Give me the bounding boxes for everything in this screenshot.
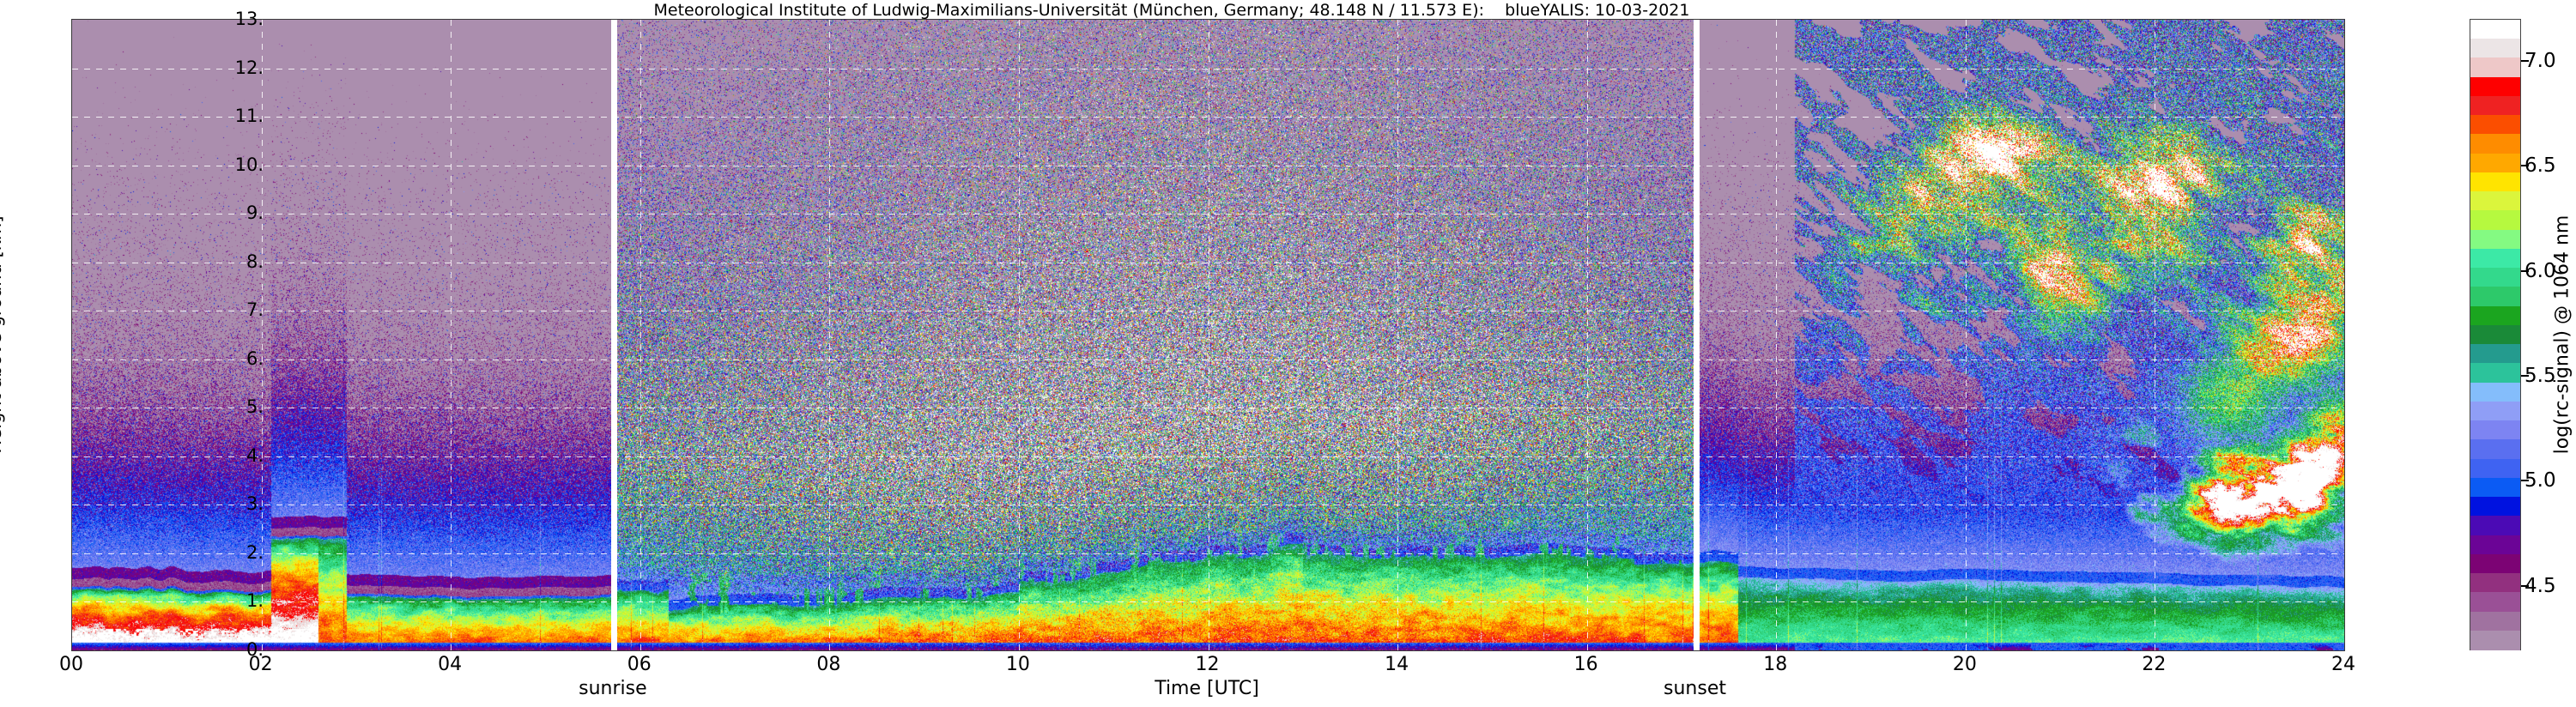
colorbar-band xyxy=(2470,305,2520,326)
colorbar-label: log(rc-signal) @ 1064 nm xyxy=(2551,215,2573,455)
colorbar-band xyxy=(2470,477,2520,498)
lidar-quicklook-plot xyxy=(71,19,2345,651)
colorbar-band xyxy=(2470,324,2520,345)
colorbar-band xyxy=(2470,553,2520,574)
colorbar-band xyxy=(2470,516,2520,536)
colorbar-band xyxy=(2470,95,2520,116)
colorbar-tick-label: 4.5 xyxy=(2524,574,2556,597)
colorbar-band xyxy=(2470,115,2520,136)
y-tick-label: 3. xyxy=(245,493,264,515)
y-tick-label: 11. xyxy=(234,106,264,127)
x-tick-label: 08 xyxy=(816,654,841,675)
colorbar-band xyxy=(2470,592,2520,613)
daylight-marker-sunrise xyxy=(610,20,617,650)
heatmap-canvas xyxy=(72,20,2344,650)
colorbar: 7.0 6.5 6.0 5.5 5.0 4.5 xyxy=(2470,19,2556,650)
colorbar-band xyxy=(2470,420,2520,440)
x-tick-label: 22 xyxy=(2142,654,2167,675)
colorbar-tick-mark xyxy=(2521,374,2529,377)
x-tick-label: 14 xyxy=(1385,654,1409,675)
x-tick-label: 04 xyxy=(438,654,463,675)
x-tick-label: 18 xyxy=(1763,654,1788,675)
colorbar-band xyxy=(2470,535,2520,555)
colorbar-tick-mark xyxy=(2521,165,2529,167)
colorbar-band xyxy=(2470,611,2520,631)
y-tick-label: 10. xyxy=(234,154,264,175)
colorbar-band xyxy=(2470,458,2520,479)
colorbar-band xyxy=(2470,363,2520,384)
colorbar-band xyxy=(2470,57,2520,78)
x-tick-label: 12 xyxy=(1195,654,1220,675)
daylight-marker-sunset xyxy=(1693,20,1700,650)
y-tick-label: 6. xyxy=(245,347,264,369)
colorbar-band xyxy=(2470,39,2520,59)
y-axis-label: Height above ground [km] xyxy=(0,215,5,454)
colorbar-band xyxy=(2470,344,2520,364)
colorbar-band xyxy=(2470,20,2520,39)
colorbar-band xyxy=(2470,76,2520,97)
x-tick-label: 24 xyxy=(2331,654,2355,675)
colorbar-band xyxy=(2470,497,2520,517)
colorbar-band xyxy=(2470,401,2520,421)
colorbar-gradient xyxy=(2470,19,2521,650)
colorbar-tick-label: 6.0 xyxy=(2524,259,2556,282)
y-tick-label: 2. xyxy=(245,541,264,563)
y-tick-label: 4. xyxy=(245,444,264,466)
y-tick-label: 8. xyxy=(245,251,264,272)
colorbar-tick-mark xyxy=(2521,59,2529,62)
page-title: Meteorological Institute of Ludwig-Maxim… xyxy=(653,1,1690,20)
colorbar-band xyxy=(2470,229,2520,250)
colorbar-tick-label: 5.0 xyxy=(2524,469,2556,492)
y-tick-label: 12. xyxy=(234,57,264,78)
colorbar-band xyxy=(2470,210,2520,231)
y-tick-label: 1. xyxy=(245,590,264,612)
colorbar-band xyxy=(2470,573,2520,593)
colorbar-band xyxy=(2470,248,2520,269)
colorbar-tick-mark xyxy=(2521,269,2529,272)
colorbar-tick-label: 5.5 xyxy=(2524,364,2556,387)
colorbar-band xyxy=(2470,382,2520,402)
colorbar-band xyxy=(2470,153,2520,173)
colorbar-band xyxy=(2470,287,2520,307)
colorbar-band xyxy=(2470,268,2520,287)
y-tick-label: 5. xyxy=(245,396,264,418)
y-tick-label: 13. xyxy=(234,9,264,29)
x-tick-label: 02 xyxy=(248,654,273,675)
colorbar-band xyxy=(2470,172,2520,192)
x-tick-label: 00 xyxy=(59,654,83,675)
colorbar-tick-mark xyxy=(2521,584,2529,587)
colorbar-band xyxy=(2470,439,2520,460)
x-tick-label: 10 xyxy=(1005,654,1030,675)
y-tick-label: 0. xyxy=(245,639,264,660)
y-tick-label: 7. xyxy=(245,299,264,321)
colorbar-band xyxy=(2470,630,2520,650)
colorbar-band xyxy=(2470,191,2520,211)
x-tick-label: 20 xyxy=(1952,654,1977,675)
x-tick-label: 16 xyxy=(1573,654,1598,675)
x-axis-event-sunrise: sunrise xyxy=(579,678,647,699)
colorbar-band xyxy=(2470,134,2520,154)
x-axis-event-sunset: sunset xyxy=(1664,678,1726,699)
x-axis-label: Time [UTC] xyxy=(1155,678,1259,699)
colorbar-tick-mark xyxy=(2521,480,2529,482)
x-tick-label: 06 xyxy=(627,654,652,675)
colorbar-tick-label: 7.0 xyxy=(2524,49,2556,72)
colorbar-tick-label: 6.5 xyxy=(2524,154,2556,178)
y-tick-label: 9. xyxy=(245,202,264,224)
